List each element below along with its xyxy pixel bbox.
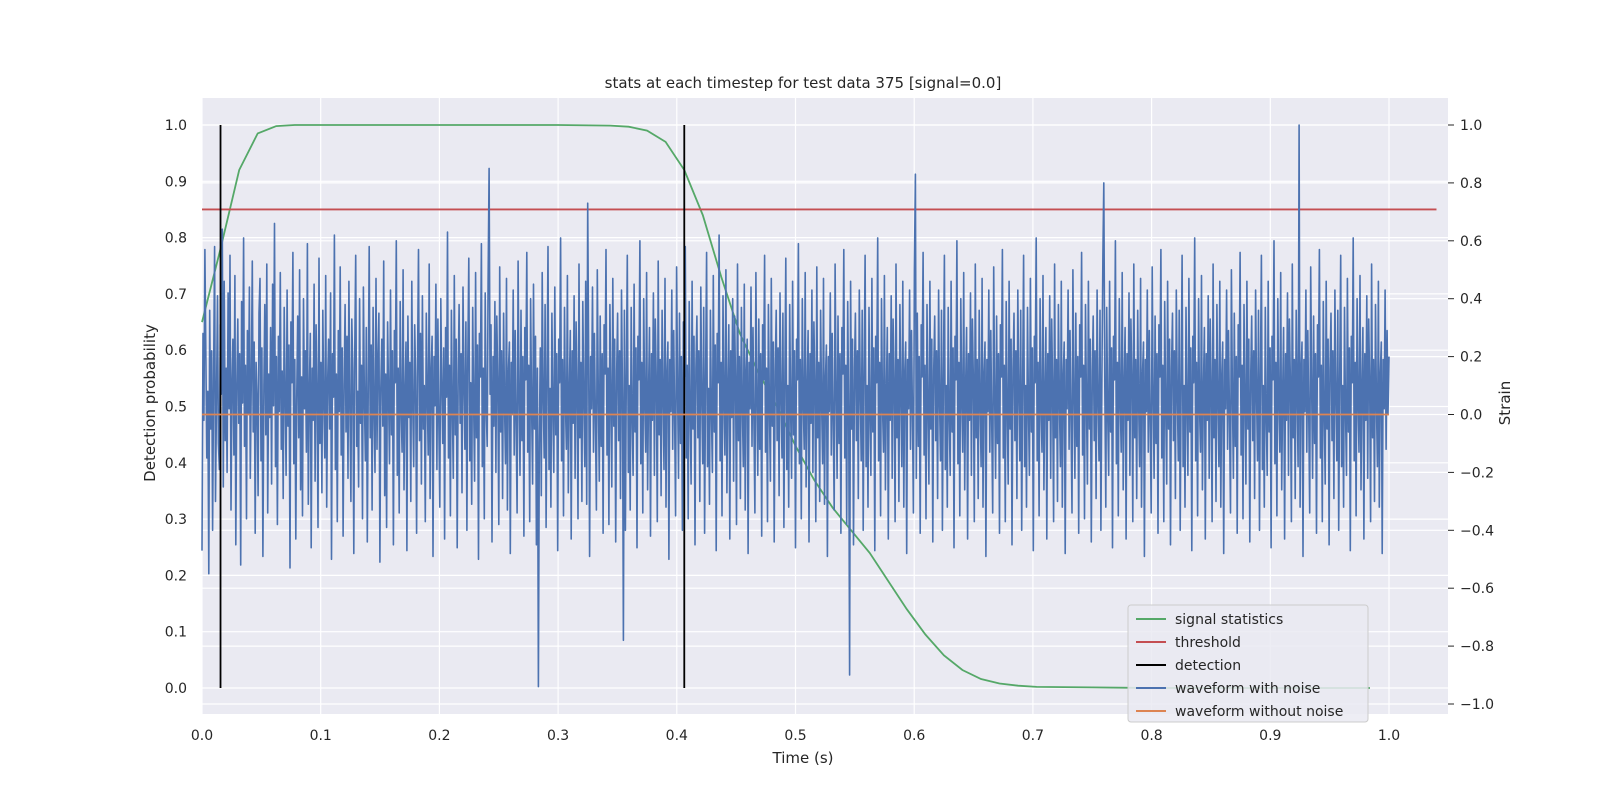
y2-tick-label: 0.2 [1460, 350, 1482, 366]
y-tick-label: 1.0 [165, 118, 187, 134]
x-tick-label: 0.3 [547, 728, 569, 744]
y2-tick-label: −0.4 [1460, 523, 1494, 539]
series-layer [201, 124, 1437, 689]
x-tick-label: 0.0 [191, 728, 213, 744]
x-tick-label: 0.1 [310, 728, 332, 744]
y2-tick-label: −0.8 [1460, 639, 1494, 655]
y2-axis-label: Strain [1496, 381, 1514, 425]
tick-layer: 0.0 0.1 0.2 0.3 0.4 0.5 0.6 0.7 0.8 0.9 1.0 0.0 0.1 0… [165, 118, 1494, 744]
legend-label: threshold [1175, 635, 1241, 651]
y-tick-label: 0.2 [165, 568, 187, 584]
x-tick-label: 0.7 [1022, 728, 1044, 744]
y2-tick-label: 0.6 [1460, 234, 1482, 250]
legend: signal statistics threshold detection wavef… [1127, 604, 1369, 723]
legend-box [1127, 604, 1369, 723]
y-tick-label: 0.8 [165, 231, 187, 247]
x-axis-label: Time (s) [772, 749, 834, 767]
x-tick-label: 0.9 [1259, 728, 1281, 744]
chart-title: stats at each timestep for test data 375… [605, 74, 1002, 92]
legend-label: signal statistics [1175, 612, 1283, 628]
y2-tick-label: −1.0 [1460, 697, 1494, 713]
x-tick-label: 1.0 [1378, 728, 1400, 744]
y-tick-label: 0.1 [165, 625, 187, 641]
y2-tick-label: 0.8 [1460, 176, 1482, 192]
y-tick-label: 0.5 [165, 400, 187, 416]
y-tick-label: 0.4 [165, 456, 187, 472]
y2-tick-label: 1.0 [1460, 118, 1482, 134]
x-tick-label: 0.6 [903, 728, 925, 744]
y2-tick-label: −0.2 [1460, 465, 1494, 481]
y2-tick-label: 0.4 [1460, 292, 1482, 308]
y2-tick-label: 0.0 [1460, 408, 1482, 424]
x-tick-label: 0.5 [784, 728, 806, 744]
y-axis-label: Detection probability [141, 324, 159, 482]
legend-label: waveform without noise [1175, 704, 1343, 720]
y-tick-label: 0.3 [165, 512, 187, 528]
y-tick-label: 0.0 [165, 681, 187, 697]
y-tick-label: 0.9 [165, 174, 187, 190]
x-tick-label: 0.8 [1140, 728, 1162, 744]
legend-label: detection [1175, 658, 1241, 674]
legend-label: waveform with noise [1175, 681, 1320, 697]
y-tick-label: 0.6 [165, 343, 187, 359]
y-tick-label: 0.7 [165, 287, 187, 303]
x-tick-label: 0.2 [428, 728, 450, 744]
y2-tick-label: −0.6 [1460, 581, 1494, 597]
x-tick-label: 0.4 [666, 728, 688, 744]
waveform-with-noise-line [201, 124, 1390, 688]
